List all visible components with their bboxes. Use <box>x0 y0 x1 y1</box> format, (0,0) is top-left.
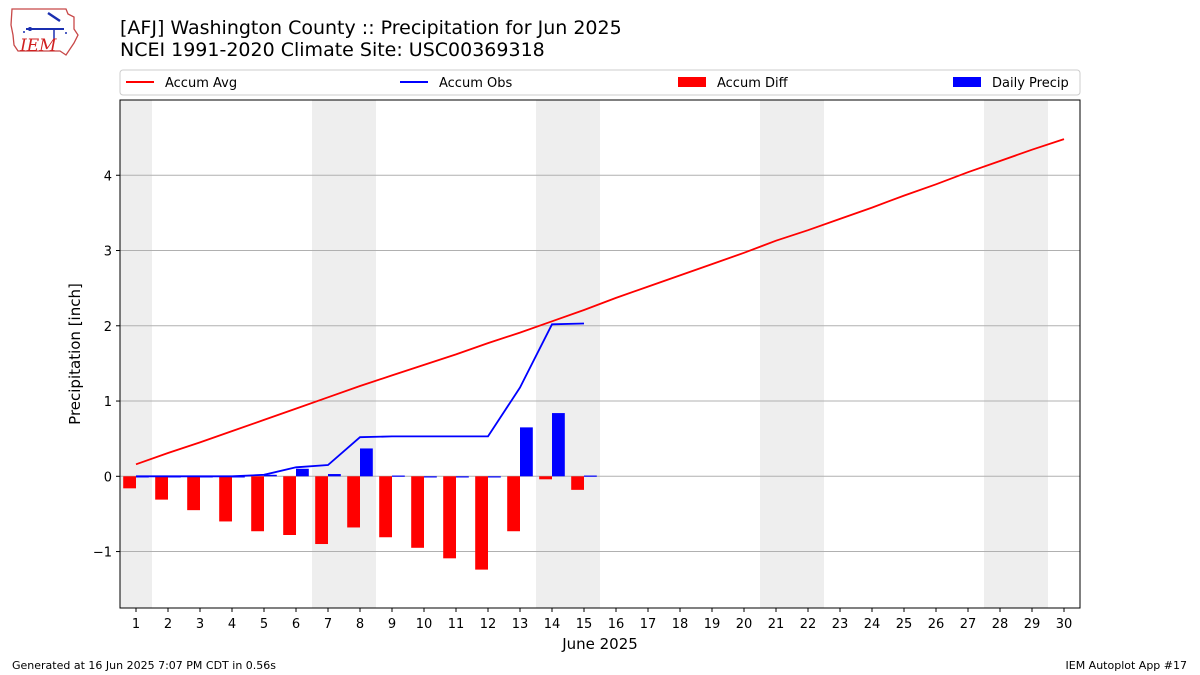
x-tick-label: 14 <box>544 617 561 632</box>
x-tick-label: 28 <box>992 617 1009 632</box>
weekend-shading <box>120 100 1048 608</box>
daily-precip-bar-8 <box>360 448 373 477</box>
x-tick-label: 12 <box>480 617 497 632</box>
legend-daily-precip-label: Daily Precip <box>992 76 1069 91</box>
accum-obs-line <box>136 322 585 478</box>
x-tick-label: 27 <box>960 617 977 632</box>
iem-logo: IEM <box>10 8 79 56</box>
line-series <box>135 138 1065 478</box>
y-tick-label: 2 <box>104 320 112 335</box>
chart-title: [AFJ] Washington County :: Precipitation… <box>120 17 622 39</box>
accum-diff-bar-8 <box>347 476 360 528</box>
weekend-shade-1 <box>120 100 152 608</box>
accum-avg-line <box>135 138 1065 466</box>
x-tick-label: 24 <box>864 617 881 632</box>
daily-precip-bar-6 <box>296 468 309 477</box>
x-tick-label: 13 <box>512 617 529 632</box>
y-tick-label: 0 <box>104 470 112 485</box>
x-tick-label: 16 <box>608 617 625 632</box>
x-tick-label: 4 <box>228 617 236 632</box>
daily-precip-bar-9 <box>392 475 405 477</box>
legend: Accum Avg Accum Obs Accum Diff Daily Precip <box>119 69 1081 96</box>
daily-precip-bar-15 <box>584 475 597 477</box>
accum-diff-bar-13 <box>507 476 520 532</box>
gridlines <box>120 174 1080 553</box>
x-tick-label: 23 <box>832 617 849 632</box>
x-tick-label: 25 <box>896 617 913 632</box>
accum-diff-bar-15 <box>571 476 584 490</box>
x-tick-label: 5 <box>260 617 268 632</box>
footer-generated: Generated at 16 Jun 2025 7:07 PM CDT in … <box>12 659 277 672</box>
weekend-shade-22 <box>792 100 824 608</box>
legend-accum-obs-label: Accum Obs <box>439 76 512 91</box>
weekend-shade-14 <box>536 100 568 608</box>
x-tick-label: 6 <box>292 617 300 632</box>
weekend-shade-8 <box>344 100 376 608</box>
plot-frame <box>119 99 1081 609</box>
x-tick-label: 18 <box>672 617 689 632</box>
x-tick-label: 20 <box>736 617 753 632</box>
legend-accum-diff-swatch <box>678 77 706 87</box>
accum-diff-bar-4 <box>219 476 232 522</box>
daily-precip-bar-13 <box>520 427 533 477</box>
y-tick-label: −1 <box>93 546 112 561</box>
weekend-shade-28 <box>984 100 1016 608</box>
daily-precip-bar-12 <box>488 476 501 478</box>
footer-app-id: IEM Autoplot App #17 <box>1065 659 1188 672</box>
legend-box <box>119 69 1081 96</box>
x-tick-label: 21 <box>768 617 785 632</box>
y-axis-label: Precipitation [inch] <box>66 283 84 425</box>
chart-subtitle: NCEI 1991-2020 Climate Site: USC00369318 <box>120 39 545 61</box>
accum-diff-bar-3 <box>187 476 200 511</box>
x-tick-label: 10 <box>416 617 433 632</box>
weekend-shade-15 <box>568 100 600 608</box>
accum-diff-bar-12 <box>475 476 488 570</box>
x-tick-label: 22 <box>800 617 817 632</box>
x-tick-label: 19 <box>704 617 721 632</box>
accum-diff-bar-10 <box>411 476 424 548</box>
x-tick-label: 11 <box>448 617 465 632</box>
accum-diff-bar-11 <box>443 476 456 559</box>
accum-diff-bar-9 <box>379 476 392 538</box>
x-tick-label: 8 <box>356 617 364 632</box>
accum-diff-bar-5 <box>251 476 264 532</box>
daily-precip-bar-11 <box>456 476 469 478</box>
legend-accum-avg-label: Accum Avg <box>165 76 237 91</box>
x-tick-label: 30 <box>1056 617 1073 632</box>
weekend-shade-29 <box>1016 100 1048 608</box>
daily-precip-bar-5 <box>264 474 277 477</box>
daily-precip-bar-7 <box>328 474 341 477</box>
y-tick-label: 4 <box>104 169 112 184</box>
logo-text: IEM <box>19 36 57 56</box>
daily-precip-bar-14 <box>552 413 565 477</box>
accum-diff-bar-6 <box>283 476 296 535</box>
accum-diff-bar-14 <box>539 476 552 480</box>
weekend-shade-21 <box>760 100 792 608</box>
y-tick-label: 3 <box>104 245 112 260</box>
x-tick-label: 3 <box>196 617 204 632</box>
y-tick-label: 1 <box>104 395 112 410</box>
accum-diff-bar-2 <box>155 476 168 500</box>
legend-daily-precip-swatch <box>953 77 981 87</box>
accum-diff-bar-1 <box>123 476 136 489</box>
x-tick-label: 17 <box>640 617 657 632</box>
x-tick-label: 29 <box>1024 617 1041 632</box>
x-tick-label: 2 <box>164 617 172 632</box>
daily-precip-bar-10 <box>424 476 437 478</box>
bar-series <box>123 413 597 570</box>
x-tick-label: 1 <box>132 617 140 632</box>
x-tick-label: 7 <box>324 617 332 632</box>
accum-diff-bar-7 <box>315 476 328 545</box>
x-axis-label: June 2025 <box>561 635 638 653</box>
x-tick-label: 26 <box>928 617 945 632</box>
x-tick-label: 9 <box>388 617 396 632</box>
legend-accum-diff-label: Accum Diff <box>717 76 789 91</box>
x-tick-label: 15 <box>576 617 593 632</box>
